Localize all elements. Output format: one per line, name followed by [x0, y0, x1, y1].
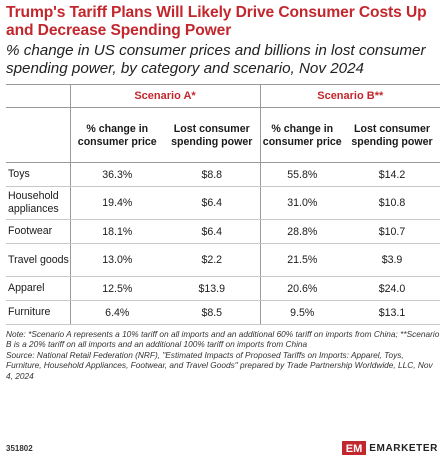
cell-a-power: $13.9 — [164, 276, 260, 301]
cell-a-price: 19.4% — [69, 186, 164, 220]
source-text: Source: National Retail Federation (NRF)… — [6, 349, 433, 381]
cell-b-price: 28.8% — [259, 219, 344, 244]
cell-b-power: $10.8 — [344, 186, 440, 220]
cell-b-power: $24.0 — [344, 276, 440, 301]
footer: 351802 EM EMARKETER — [6, 440, 438, 456]
brand: EM EMARKETER — [342, 441, 438, 455]
row-category: Toys — [6, 162, 70, 187]
note-text: Note: *Scenario A represents a 10% tarif… — [6, 329, 440, 350]
svg-text:EM: EM — [346, 443, 363, 455]
empty-header-cell — [6, 85, 70, 108]
chart-title: Trump's Tariff Plans Will Likely Drive C… — [6, 4, 427, 39]
cell-b-price: 9.5% — [259, 300, 344, 325]
col-header-a-power: Lost consumer spending power — [171, 123, 253, 148]
cell-a-price: 36.3% — [69, 162, 164, 187]
column-header-row: % change in consumer price Lost consumer… — [6, 107, 440, 163]
row-category: Household appliances — [6, 186, 70, 220]
cell-a-price: 13.0% — [69, 243, 164, 277]
table-row: Furniture 6.4% $8.5 9.5% $13.1 — [6, 300, 440, 325]
cell-b-price: 31.0% — [259, 186, 344, 220]
col-header-b-price: % change in consumer price — [259, 107, 344, 163]
em-logo-icon: EM — [342, 441, 367, 455]
row-category: Furniture — [6, 300, 70, 325]
cell-b-price: 55.8% — [259, 162, 344, 187]
chart-id: 351802 — [6, 443, 33, 453]
col-header-b-power: Lost consumer spending power — [351, 123, 433, 148]
cell-a-power: $8.8 — [164, 162, 260, 187]
cell-b-power: $10.7 — [344, 219, 440, 244]
scenario-b-header: Scenario B** — [259, 84, 440, 108]
brand-name: EMARKETER — [369, 442, 438, 454]
table-row: Footwear 18.1% $6.4 28.8% $10.7 — [6, 219, 440, 244]
cell-a-power: $6.4 — [164, 219, 260, 244]
table-row: Toys 36.3% $8.8 55.8% $14.2 — [6, 162, 440, 187]
cell-b-price: 20.6% — [259, 276, 344, 301]
col-header-a-price: % change in consumer price — [69, 107, 164, 163]
cell-a-power: $8.5 — [164, 300, 260, 325]
cell-b-power: $13.1 — [344, 300, 440, 325]
cell-b-power: $3.9 — [344, 243, 440, 277]
data-table: Scenario A* Scenario B** % change in con… — [6, 84, 440, 325]
cell-a-price: 12.5% — [69, 276, 164, 301]
cell-a-price: 18.1% — [69, 219, 164, 244]
cell-a-power: $2.2 — [164, 243, 260, 277]
scenario-header-row: Scenario A* Scenario B** — [6, 84, 440, 108]
cell-a-power: $6.4 — [164, 186, 260, 220]
category-header-cell — [6, 108, 70, 163]
table-row: Travel goods 13.0% $2.2 21.5% $3.9 — [6, 243, 440, 277]
chart-subtitle: % change in US consumer prices and billi… — [6, 42, 426, 77]
row-category: Travel goods — [6, 243, 70, 277]
row-category: Footwear — [6, 219, 70, 244]
table-row: Household appliances 19.4% $6.4 31.0% $1… — [6, 186, 440, 220]
scenario-a-header: Scenario A* — [69, 84, 260, 108]
cell-b-price: 21.5% — [259, 243, 344, 277]
row-category: Apparel — [6, 276, 70, 301]
cell-b-power: $14.2 — [344, 162, 440, 187]
table-row: Apparel 12.5% $13.9 20.6% $24.0 — [6, 276, 440, 301]
cell-a-price: 6.4% — [69, 300, 164, 325]
